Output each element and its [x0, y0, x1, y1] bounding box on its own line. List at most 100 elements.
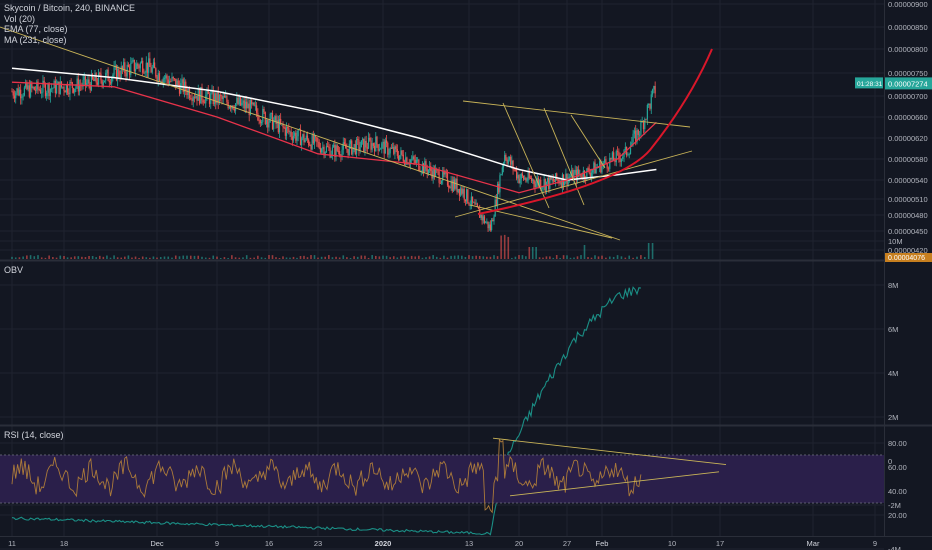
- candle-body: [95, 73, 97, 83]
- candle-body: [475, 203, 477, 205]
- candle-body: [262, 109, 264, 122]
- candle-body: [460, 188, 462, 196]
- rsi-pane[interactable]: [0, 437, 884, 514]
- volume-bar: [116, 257, 119, 259]
- volume-bar: [651, 243, 654, 259]
- candle-body: [257, 112, 259, 121]
- obv-line: [11, 286, 641, 536]
- candle-body: [601, 165, 603, 173]
- time-tick-label: 18: [60, 539, 68, 548]
- volume-bar: [70, 257, 72, 259]
- candle-body: [443, 170, 445, 175]
- candle-body: [309, 145, 311, 146]
- rsi-pane-title[interactable]: RSI (14, close): [4, 430, 64, 440]
- volume-bar: [392, 256, 395, 259]
- volume-bar: [29, 255, 32, 259]
- candle-body: [22, 95, 24, 97]
- candle-body: [154, 62, 156, 69]
- candle-body: [510, 157, 512, 165]
- candle-body: [328, 146, 330, 148]
- candle-body: [36, 81, 38, 91]
- volume-bar: [407, 256, 409, 259]
- candle-body: [243, 100, 245, 109]
- volume-bar: [410, 255, 413, 259]
- candle-body: [210, 93, 212, 104]
- candle-body: [12, 91, 14, 96]
- candle-body: [437, 169, 439, 172]
- legend-block: Skycoin / Bitcoin, 240, BINANCE Vol (20)…: [4, 3, 135, 45]
- candle-body: [323, 146, 325, 156]
- candle-body: [163, 78, 166, 80]
- volume-bar: [98, 255, 101, 259]
- obv-pane[interactable]: [11, 286, 641, 536]
- volume-bar: [102, 256, 105, 259]
- volume-bars: [11, 234, 654, 259]
- time-tick-label: 17: [716, 539, 724, 548]
- price-tick-label: 0.00000700: [888, 92, 928, 101]
- candle-body: [483, 216, 486, 223]
- candle-body: [583, 170, 586, 179]
- candle-body: [81, 85, 83, 87]
- volume-bar: [159, 257, 162, 259]
- candle-body: [376, 136, 378, 145]
- candle-body: [522, 175, 525, 180]
- candle-body: [327, 146, 329, 147]
- candle-body: [37, 81, 39, 90]
- candle-body: [207, 89, 209, 95]
- candle-body: [495, 199, 497, 205]
- candle-body: [242, 100, 244, 103]
- candle-body: [620, 158, 623, 162]
- candle-body: [287, 127, 289, 129]
- rsi-tick-label: 80.00: [888, 439, 907, 448]
- countdown-badge: [855, 77, 883, 89]
- volume-bar: [324, 256, 327, 259]
- candle-body: [49, 88, 51, 97]
- volume-bar: [66, 257, 69, 259]
- rsi-line: [11, 438, 642, 514]
- volume-bar: [37, 255, 39, 259]
- candle-body: [446, 173, 449, 186]
- volume-bar: [367, 257, 370, 259]
- candle-body: [413, 156, 415, 160]
- trendline: [502, 102, 550, 209]
- candle-body: [514, 169, 517, 171]
- volume-bar: [189, 255, 192, 259]
- volume-bar: [601, 255, 603, 259]
- candle-body: [442, 170, 444, 181]
- candle-body: [62, 86, 64, 88]
- candle-body: [304, 139, 306, 143]
- volume-bar: [562, 255, 565, 259]
- volume-bar: [535, 247, 537, 259]
- candle-body: [451, 180, 453, 192]
- volume-bar: [531, 247, 534, 259]
- volume-bar: [260, 257, 263, 259]
- time-tick-label: 10: [668, 539, 676, 548]
- volume-bar: [338, 257, 341, 259]
- symbol-title[interactable]: Skycoin / Bitcoin, 240, BINANCE: [4, 3, 136, 13]
- candle-body: [384, 140, 386, 154]
- obv-pane-title[interactable]: OBV: [4, 265, 24, 275]
- time-tick-label: Feb: [596, 539, 609, 548]
- candle-body: [146, 62, 149, 73]
- ma-indicator-label[interactable]: MA (231, close): [4, 34, 67, 45]
- candle-body: [18, 89, 21, 96]
- volume-bar: [234, 257, 237, 259]
- candle-body: [377, 144, 379, 151]
- candle-body: [480, 214, 482, 218]
- volume-bar: [167, 256, 170, 259]
- ema-indicator-label[interactable]: EMA (77, close): [4, 24, 68, 34]
- vol-indicator-label[interactable]: Vol (20): [4, 13, 36, 24]
- candle-body: [445, 172, 447, 174]
- candle-body: [590, 172, 593, 177]
- candle-body: [228, 106, 230, 109]
- candle-body: [234, 103, 237, 111]
- candle-body: [324, 152, 326, 156]
- price-tick-label: 0.00000660: [888, 113, 928, 122]
- candle-body: [158, 73, 161, 82]
- price-pane[interactable]: [0, 26, 713, 259]
- candle-body: [302, 134, 304, 139]
- candle-body: [275, 116, 277, 124]
- candle-body: [166, 75, 168, 80]
- candle-body: [107, 69, 109, 82]
